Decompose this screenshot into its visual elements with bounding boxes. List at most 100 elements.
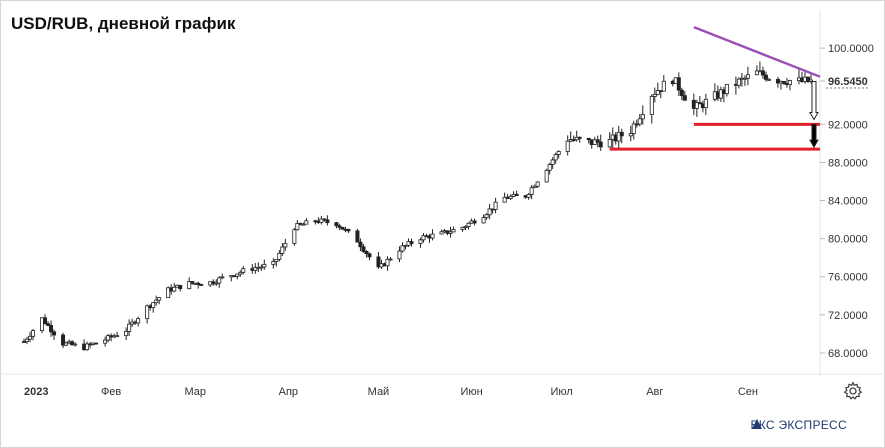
candle-body [136,318,141,324]
candle-body [166,287,171,298]
candle-body [745,74,750,79]
y-tick-label: 80.0000 [828,234,868,246]
candle-body [466,222,471,227]
candle-body [259,266,264,269]
candle-body [157,297,162,301]
candle-body [25,338,30,342]
candle-body [211,281,216,284]
candle-body [64,342,69,346]
resistance-trendline [693,26,821,78]
candle-body [271,261,276,265]
y-tick-label: 96.5450 [828,76,868,88]
candle-body [526,193,531,198]
candle-body [124,330,129,337]
y-tick-label: 72.0000 [828,310,868,322]
candle-body [736,78,741,86]
candle-body [634,123,639,126]
candle-body [655,90,660,95]
brand-icon [751,419,762,429]
candle-body [805,76,810,83]
candle-body [106,335,111,341]
candle-body [61,334,66,346]
candle-body [70,341,75,346]
candle-body [388,258,393,261]
candle-body [514,193,519,196]
candle-body [295,223,300,231]
candle-body [241,268,246,273]
candle-body [283,243,288,248]
candle-body [151,302,156,308]
candle-body [619,131,624,137]
candle-body [598,141,603,148]
candle-body [187,281,192,290]
candle-body [238,271,243,275]
gear-icon[interactable] [843,381,863,401]
candle-body [85,343,90,351]
candle-body [43,317,48,325]
candle-body [277,253,282,260]
candle-body [502,196,507,203]
candle-body [115,335,120,338]
candle-body [334,222,339,227]
candle-body [556,151,561,155]
candle-body [280,246,285,254]
down-arrow [809,80,819,121]
candle-body [484,214,489,219]
candle-body [631,123,636,134]
candle-body [340,226,345,230]
candle-body [319,218,324,223]
candle-body [763,74,768,80]
x-tick-label: Июн [460,386,482,398]
candle-body [742,77,747,80]
candle-body [52,331,57,336]
candle-body [31,330,36,337]
candle-body [262,263,267,268]
gear-icon-glyph [843,381,863,400]
candle-body [577,136,582,139]
y-tick-label: 68.0000 [828,348,868,360]
candle-body [448,231,453,234]
candle-body [463,226,468,228]
candle-body [430,233,435,239]
candle-body [409,241,414,244]
candle-body [367,253,372,258]
brand-logo: БКС ЭКСПРЕСС [751,418,847,432]
candle-body [253,267,258,271]
candle-body [703,98,708,109]
x-tick-label: Фев [101,386,121,398]
candle-body [397,250,402,260]
y-tick-label: 100.0000 [828,43,874,55]
candle-body [679,89,684,97]
candle-body [235,273,240,277]
candle-body [508,195,513,199]
candle-body [217,277,222,284]
candle-body [652,93,657,97]
candle-body [304,220,309,225]
candle-body [697,102,702,105]
candle-body [547,164,552,171]
candle-body [487,208,492,216]
candle-body [22,341,27,343]
candle-body [400,245,405,252]
x-tick-label: Апр [279,386,298,398]
candle-body [640,114,645,120]
candle-body [376,256,381,268]
candle-body [481,217,486,224]
candle-body [220,276,225,279]
candle-body [808,79,813,83]
candle-body [190,281,195,284]
y-tick-label: 92.0000 [828,119,868,131]
candle-body [274,258,279,262]
candle-body [94,342,99,345]
candle-body [787,80,792,86]
y-tick-label: 76.0000 [828,272,868,284]
candle-body [403,244,408,247]
y-tick-label: 88.0000 [828,157,868,169]
x-tick-label: 2023 [24,386,48,398]
candle-body [724,83,729,94]
candle-body [760,70,765,76]
candle-body [40,317,45,331]
candle-body [550,159,555,165]
